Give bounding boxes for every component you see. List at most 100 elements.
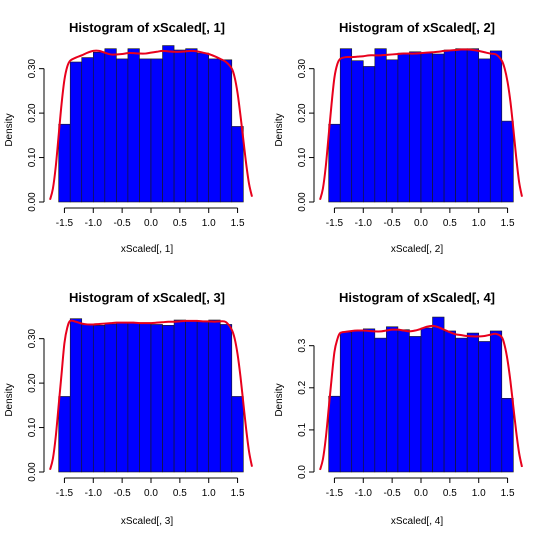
panel-2-y-axis: 0.00 0.10 0.20 0.30 xyxy=(297,58,315,212)
panel-3-y-tick-label: 0.10 xyxy=(27,417,38,437)
panel-4-x-tick-label: 1.0 xyxy=(472,488,486,499)
panel-2-x-tick-label: 1.0 xyxy=(472,218,486,229)
panel-1-x-tick-label: -0.5 xyxy=(114,218,132,229)
panel-3-title: Histogram of xScaled[, 3] xyxy=(69,290,225,305)
panel-4-y-tick-label: 0.0 xyxy=(297,465,308,479)
panel-2-y-tick-label: 0.30 xyxy=(297,58,308,78)
panel-4-x-axis: -1.5 -1.0 -0.5 0.0 0.5 1.0 1.5 xyxy=(326,477,515,499)
panel-2: Histogram of xScaled[, 2] -1.5 -1.0 -0.5 0.… xyxy=(274,20,523,255)
panel-4-x-tick-label: 0.5 xyxy=(443,488,457,499)
panel-2-title: Histogram of xScaled[, 2] xyxy=(339,20,495,35)
panel-4-bar-1 xyxy=(328,395,341,473)
panel-2-bar-13 xyxy=(466,48,480,203)
panel-1-x-tick-label: -1.0 xyxy=(85,218,103,229)
panel-2-x-tick-label: -1.5 xyxy=(326,218,344,229)
panel-3-bar-16 xyxy=(231,396,244,473)
panel-1-y-axis-label: Density xyxy=(4,113,15,146)
panel-3-x-tick-label: -0.5 xyxy=(114,488,132,499)
panel-2-bar-11 xyxy=(443,49,456,203)
panel-3-x-tick-label: -1.0 xyxy=(85,488,103,499)
panel-2-bar-12 xyxy=(455,48,468,203)
panel-2-bar-10 xyxy=(432,53,445,203)
panel-3-x-tick-label: 1.5 xyxy=(231,488,245,499)
panel-2-y-tick-label: 0.20 xyxy=(297,103,308,123)
panel-2-x-tick-label: 0.5 xyxy=(443,218,457,229)
panel-2-x-axis: -1.5 -1.0 -0.5 0.0 0.5 1.0 1.5 xyxy=(326,207,515,229)
panel-4-x-axis-label: xScaled[, 4] xyxy=(391,516,443,527)
panel-1-bar-12 xyxy=(185,48,198,203)
panel-2-x-tick-label: 1.5 xyxy=(501,218,515,229)
panel-1-bar-4 xyxy=(92,51,106,203)
panel-1-bars xyxy=(58,45,244,203)
panel-2-bar-9 xyxy=(420,52,433,203)
panel-3-y-axis-label: Density xyxy=(4,383,15,416)
panel-3-bar-3 xyxy=(81,324,94,473)
panel-3-bar-7 xyxy=(127,322,140,473)
panel-1-x-tick-label: 1.5 xyxy=(231,218,245,229)
panel-1-bar-6 xyxy=(116,58,129,203)
panel-3-y-tick-label: 0.30 xyxy=(27,328,38,348)
panel-3-bar-5 xyxy=(104,323,117,473)
panel-2-bar-15 xyxy=(489,50,503,203)
panel-3-bar-15 xyxy=(219,324,233,473)
panel-1-title: Histogram of xScaled[, 1] xyxy=(69,20,225,35)
panel-2-bar-14 xyxy=(478,58,491,203)
panel-4-bar-5 xyxy=(374,337,387,473)
panel-4-bar-15 xyxy=(489,330,503,473)
panel-2-x-tick-label: -1.0 xyxy=(355,218,373,229)
panel-2-bar-6 xyxy=(386,59,399,203)
panel-3-x-tick-label: -1.5 xyxy=(56,488,74,499)
panel-4-bars xyxy=(328,316,514,473)
panel-2-bar-7 xyxy=(397,52,410,203)
panel-1-y-tick-label: 0.10 xyxy=(27,147,38,167)
panel-4-y-axis-label: Density xyxy=(274,383,285,416)
panel-1-x-tick-label: 0.5 xyxy=(173,218,187,229)
panel-4-y-tick-label: 0.2 xyxy=(297,380,308,394)
panel-3-x-axis: -1.5 -1.0 -0.5 0.0 0.5 1.0 1.5 xyxy=(56,477,245,499)
panel-1-x-axis-label: xScaled[, 1] xyxy=(121,244,173,255)
panel-1-y-tick-label: 0.00 xyxy=(27,192,38,212)
panel-1-bar-7 xyxy=(127,48,140,203)
panel-1-bar-15 xyxy=(219,59,233,203)
panel-4-bar-9 xyxy=(420,327,433,473)
panel-2-bar-4 xyxy=(362,66,376,203)
panel-4-bar-13 xyxy=(466,332,480,473)
panel-1-bar-8 xyxy=(139,58,152,203)
panel-3-bar-14 xyxy=(208,319,221,473)
panel-2-bars xyxy=(328,48,514,203)
panel-3: Histogram of xScaled[, 3] -1.5 -1.0 -0.5 0.… xyxy=(4,290,253,527)
panel-4-title: Histogram of xScaled[, 4] xyxy=(339,290,495,305)
panel-1-bar-16 xyxy=(231,126,244,203)
panel-4-bar-8 xyxy=(409,336,422,473)
panel-4-bar-7 xyxy=(397,329,410,473)
panel-1-bar-14 xyxy=(208,58,221,203)
panel-2-bar-2 xyxy=(339,48,353,203)
panel-4-bar-2 xyxy=(339,331,353,473)
panel-4-bar-11 xyxy=(443,330,456,473)
panel-1-y-tick-label: 0.20 xyxy=(27,103,38,123)
panel-1-y-tick-label: 0.30 xyxy=(27,58,38,78)
panel-1-bar-3 xyxy=(81,57,94,203)
panel-3-bar-4 xyxy=(92,325,106,473)
panel-3-bar-9 xyxy=(150,324,163,473)
panel-4-x-tick-label: -1.0 xyxy=(355,488,373,499)
panel-3-bar-1 xyxy=(58,396,71,473)
panel-2-density-line xyxy=(319,48,523,201)
panel-3-x-tick-label: 0.5 xyxy=(173,488,187,499)
panel-4-bar-10 xyxy=(432,316,445,473)
panel-3-y-tick-label: 0.20 xyxy=(27,373,38,393)
panel-4-x-tick-label: -0.5 xyxy=(384,488,402,499)
panel-4-x-tick-label: 1.5 xyxy=(501,488,515,499)
panel-3-bar-10 xyxy=(162,325,175,473)
panel-1-bar-5 xyxy=(104,48,117,203)
panel-1-y-axis: 0.00 0.10 0.20 0.30 xyxy=(27,58,45,212)
panel-4-y-tick-label: 0.3 xyxy=(297,338,308,352)
panel-3-x-axis-label: xScaled[, 3] xyxy=(121,516,173,527)
panel-2-y-tick-label: 0.00 xyxy=(297,192,308,212)
panel-1-bar-10 xyxy=(162,45,175,203)
panel-3-bar-8 xyxy=(139,322,152,473)
panel-1-bar-1 xyxy=(58,123,71,203)
panel-3-bar-2 xyxy=(69,318,83,473)
panel-2-bar-1 xyxy=(328,123,341,203)
